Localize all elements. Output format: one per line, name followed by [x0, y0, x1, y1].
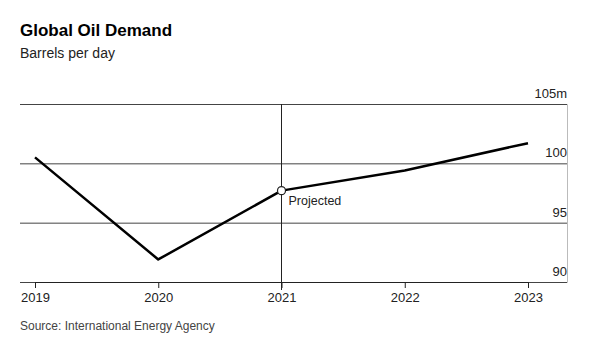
y-tick-label: 105m	[534, 86, 567, 101]
annotation-divider	[281, 104, 282, 290]
x-tick: 2019	[21, 282, 50, 305]
y-tick: 105m	[20, 86, 567, 105]
x-tick: 2023	[514, 282, 543, 305]
tick-mark	[528, 282, 529, 288]
x-tick: 2020	[144, 282, 173, 305]
x-tick-label: 2022	[391, 290, 420, 305]
grid-line	[20, 163, 567, 164]
x-tick-label: 2020	[144, 290, 173, 305]
y-tick-label: 95	[553, 205, 567, 220]
y-tick-label: 100	[545, 145, 567, 160]
source: Source: International Energy Agency	[20, 319, 215, 333]
x-tick: 2022	[391, 282, 420, 305]
y-axis: 90 95 100 105m	[20, 86, 568, 283]
plot-area	[35, 143, 528, 259]
x-tick-label: 2023	[514, 290, 543, 305]
annotation-marker	[278, 187, 286, 195]
annotation-label: Projected	[289, 194, 342, 208]
y-tick: 100	[20, 145, 567, 164]
subtitle: Barrels per day	[20, 45, 115, 61]
x-tick-label: 2021	[268, 290, 297, 305]
grid-line	[20, 223, 567, 224]
chart: Global Oil Demand Barrels per day 90 95 100 1…	[0, 0, 601, 352]
title: Global Oil Demand	[20, 21, 172, 40]
y-tick-label: 90	[553, 264, 567, 279]
data-line	[35, 143, 528, 259]
tick-mark	[405, 282, 406, 288]
tick-mark	[158, 282, 159, 288]
y-tick: 90	[20, 264, 567, 283]
x-tick-label: 2019	[21, 290, 50, 305]
y-axis-line	[20, 105, 568, 283]
grid-line	[20, 104, 567, 105]
tick-mark	[35, 282, 36, 288]
